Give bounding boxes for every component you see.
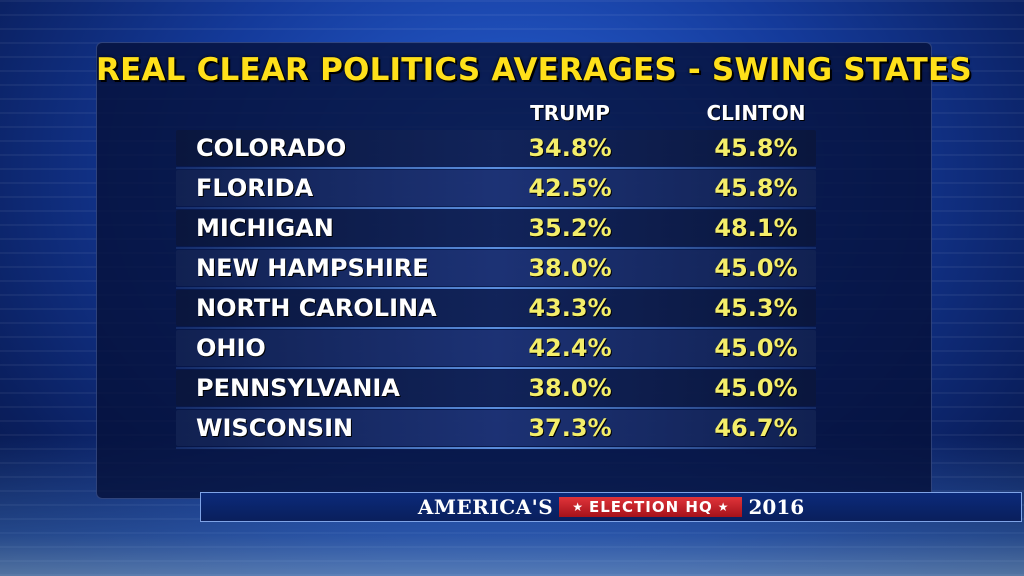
- clinton-value: 48.1%: [714, 214, 798, 242]
- row-divider: [176, 167, 816, 169]
- table-header: TRUMP CLINTON: [0, 98, 1024, 128]
- state-name: PENNSYLVANIA: [196, 374, 400, 402]
- column-header-clinton: CLINTON: [706, 101, 806, 125]
- state-name: NORTH CAROLINA: [196, 294, 437, 322]
- state-name: WISCONSIN: [196, 414, 354, 442]
- state-name: COLORADO: [196, 134, 347, 162]
- page-title: REAL CLEAR POLITICS AVERAGES - SWING STA…: [96, 52, 972, 88]
- table-row: FLORIDA 42.5% 45.8%: [176, 170, 816, 209]
- clinton-value: 45.0%: [714, 374, 798, 402]
- table-row: COLORADO 34.8% 45.8%: [176, 130, 816, 169]
- trump-value: 37.3%: [528, 414, 612, 442]
- clinton-value: 45.0%: [714, 254, 798, 282]
- row-divider: [176, 207, 816, 209]
- trump-value: 38.0%: [528, 254, 612, 282]
- table-row: NEW HAMPSHIRE 38.0% 45.0%: [176, 250, 816, 289]
- table-row: PENNSYLVANIA 38.0% 45.0%: [176, 370, 816, 409]
- badge-label: ELECTION HQ: [589, 498, 713, 516]
- state-name: FLORIDA: [196, 174, 314, 202]
- trump-value: 34.8%: [528, 134, 612, 162]
- state-name: NEW HAMPSHIRE: [196, 254, 429, 282]
- star-icon: ★: [717, 500, 730, 514]
- network-banner: AMERICA'S ★ ELECTION HQ ★ 2016: [200, 492, 1022, 522]
- table-row: MICHIGAN 35.2% 48.1%: [176, 210, 816, 249]
- table-row: WISCONSIN 37.3% 46.7%: [176, 410, 816, 449]
- row-divider: [176, 447, 816, 449]
- star-icon: ★: [572, 500, 584, 514]
- trump-value: 42.4%: [528, 334, 612, 362]
- clinton-value: 45.8%: [714, 134, 798, 162]
- row-divider: [176, 247, 816, 249]
- table-row: OHIO 42.4% 45.0%: [176, 330, 816, 369]
- election-hq-badge: ★ ELECTION HQ ★: [559, 497, 743, 517]
- trump-value: 43.3%: [528, 294, 612, 322]
- state-name: OHIO: [196, 334, 266, 362]
- column-header-trump: TRUMP: [530, 101, 610, 125]
- banner-brand: AMERICA'S: [417, 495, 554, 519]
- row-divider: [176, 287, 816, 289]
- row-divider: [176, 407, 816, 409]
- trump-value: 35.2%: [528, 214, 612, 242]
- row-divider: [176, 327, 816, 329]
- clinton-value: 45.8%: [714, 174, 798, 202]
- clinton-value: 45.0%: [714, 334, 798, 362]
- row-divider: [176, 367, 816, 369]
- state-name: MICHIGAN: [196, 214, 334, 242]
- clinton-value: 45.3%: [714, 294, 798, 322]
- clinton-value: 46.7%: [714, 414, 798, 442]
- banner-year: 2016: [748, 495, 805, 519]
- table-row: NORTH CAROLINA 43.3% 45.3%: [176, 290, 816, 329]
- trump-value: 38.0%: [528, 374, 612, 402]
- trump-value: 42.5%: [528, 174, 612, 202]
